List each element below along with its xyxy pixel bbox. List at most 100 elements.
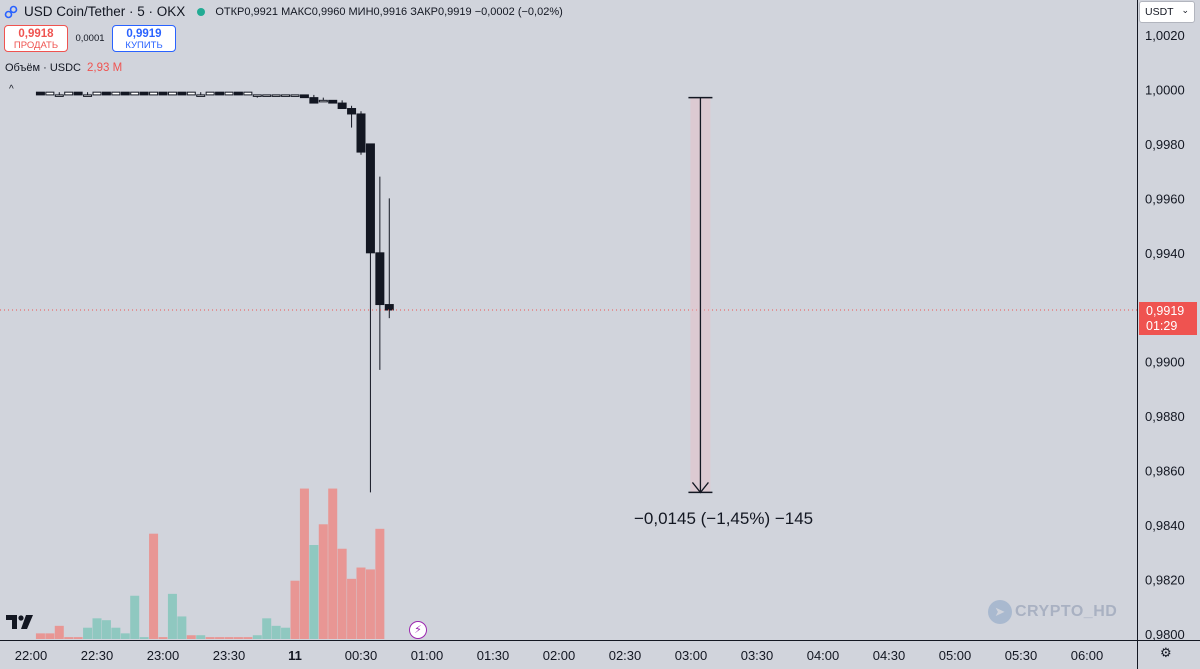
time-tick-label: 04:30 (873, 648, 906, 663)
candle-body (365, 143, 375, 254)
volume-bar (318, 524, 328, 639)
candle-body (281, 94, 291, 97)
candle-body (177, 91, 187, 96)
volume-bar (365, 569, 375, 639)
candle-body (73, 91, 83, 96)
candle-body (375, 252, 385, 306)
symbol-title[interactable]: USD Coin/Tether · 5 · OKX (24, 4, 186, 19)
gear-icon[interactable]: ⚙ (1160, 645, 1172, 660)
volume-bar (309, 544, 319, 639)
candle-body (337, 102, 347, 110)
spread-value: 0,0001 (75, 33, 105, 44)
volume-bar (375, 528, 385, 639)
volume-bar (196, 635, 206, 639)
bar-countdown: 01:29 (1146, 319, 1178, 333)
trade-panel: 0,9918 ПРОДАТЬ 0,0001 0,9919 КУПИТЬ (4, 25, 176, 52)
ohlc-open-label: ОТКР (215, 5, 245, 18)
price-tick-label: 0,9840 (1145, 518, 1185, 533)
candle-body (158, 91, 168, 96)
candle-body (271, 94, 281, 97)
candle-body (384, 304, 394, 311)
price-tick-label: 0,9880 (1145, 409, 1185, 424)
tradingview-logo-icon[interactable] (6, 614, 36, 630)
watermark: ➤ CRYPTO_HD (988, 600, 1117, 624)
candle-body (120, 91, 130, 96)
buy-button[interactable]: 0,9919 КУПИТЬ (112, 25, 176, 52)
last-price-tag: 0,9919 01:29 (1139, 302, 1197, 335)
time-tick-label: 05:00 (939, 648, 972, 663)
candle-body (356, 113, 366, 153)
volume-bar (73, 637, 83, 639)
candle-body (328, 99, 338, 104)
ohlc-close-value: 0,9919 (437, 5, 472, 18)
volume-legend-value: 2,93 M (87, 62, 123, 74)
volume-bar (356, 567, 366, 639)
candle-body (299, 94, 309, 99)
volume-bar (111, 627, 121, 639)
watermark-text: CRYPTO_HD (1015, 603, 1118, 620)
volume-bar (347, 578, 357, 639)
link-icon[interactable] (4, 5, 18, 19)
ohlc-open-value: 0,9921 (244, 5, 278, 18)
volume-bar (252, 635, 262, 639)
volume-bar (92, 618, 102, 639)
price-tick-label: 0,9800 (1145, 627, 1185, 642)
volume-bar (215, 637, 225, 639)
lightning-icon[interactable]: ⚡ (409, 621, 427, 639)
ohlc-change: −0,0002 (−0,02%) (474, 5, 563, 18)
volume-bar (233, 637, 243, 639)
sell-price: 0,9918 (18, 28, 54, 40)
price-tick-label: 0,9940 (1145, 246, 1185, 261)
time-tick-label: 22:30 (81, 648, 114, 663)
volume-legend-title: Объём · USDC (5, 62, 81, 74)
collapse-legend-icon[interactable]: ^ (9, 84, 14, 95)
chart-legend: USD Coin/Tether · 5 · OKX ОТКР0,9921 МАК… (4, 4, 563, 19)
volume-bar (224, 637, 234, 639)
price-tick-label: 1,0000 (1145, 82, 1185, 97)
time-tick-label: 22:00 (15, 648, 48, 663)
volume-bar (299, 488, 309, 639)
ohlc-low-label: МИН (348, 5, 374, 18)
candle-body (309, 97, 319, 104)
candle-body (83, 94, 93, 97)
price-tick-label: 0,9980 (1145, 137, 1185, 152)
volume-bars (35, 488, 385, 639)
candle-body (262, 94, 272, 97)
volume-bar (64, 637, 74, 639)
currency-select[interactable]: USDT ⌄ (1139, 1, 1195, 23)
sell-button[interactable]: 0,9918 ПРОДАТЬ (4, 25, 68, 52)
volume-bar (35, 633, 45, 639)
volume-bar (290, 580, 300, 639)
measure-arrow-head (691, 482, 709, 494)
volume-bar (101, 620, 111, 639)
telegram-icon: ➤ (988, 600, 1012, 624)
price-axis[interactable]: 1,00201,00000,99800,99600,99400,99200,99… (1145, 28, 1185, 642)
candle-body (196, 94, 206, 97)
volume-bar (243, 637, 253, 639)
candle-body (347, 108, 357, 115)
volume-bar (205, 637, 215, 639)
candle-body (215, 91, 225, 96)
price-tick-label: 1,0020 (1145, 28, 1185, 43)
candle-body (92, 91, 102, 96)
time-tick-label: 05:30 (1005, 648, 1038, 663)
time-tick-label: 03:30 (741, 648, 774, 663)
price-tick-label: 0,9860 (1145, 464, 1185, 479)
volume-bar (328, 488, 338, 639)
candle-body (111, 91, 121, 96)
sell-label: ПРОДАТЬ (13, 40, 59, 51)
volume-bar (130, 595, 140, 639)
buy-label: КУПИТЬ (125, 40, 163, 51)
volume-bar (139, 637, 149, 639)
candle-body (224, 91, 234, 96)
time-tick-label: 04:00 (807, 648, 840, 663)
time-tick-label: 23:30 (213, 648, 246, 663)
candle-body (45, 91, 55, 96)
volume-bar (54, 625, 64, 639)
time-axis[interactable]: 22:00 22:30 23:00 23:30 11 00:30 01:00 01:30 02:… (15, 648, 1104, 663)
price-tick-label: 0,9960 (1145, 191, 1185, 206)
volume-legend[interactable]: Объём · USDC 2,93 M (5, 62, 122, 74)
ohlc-close-label: ЗАКР (410, 5, 438, 18)
